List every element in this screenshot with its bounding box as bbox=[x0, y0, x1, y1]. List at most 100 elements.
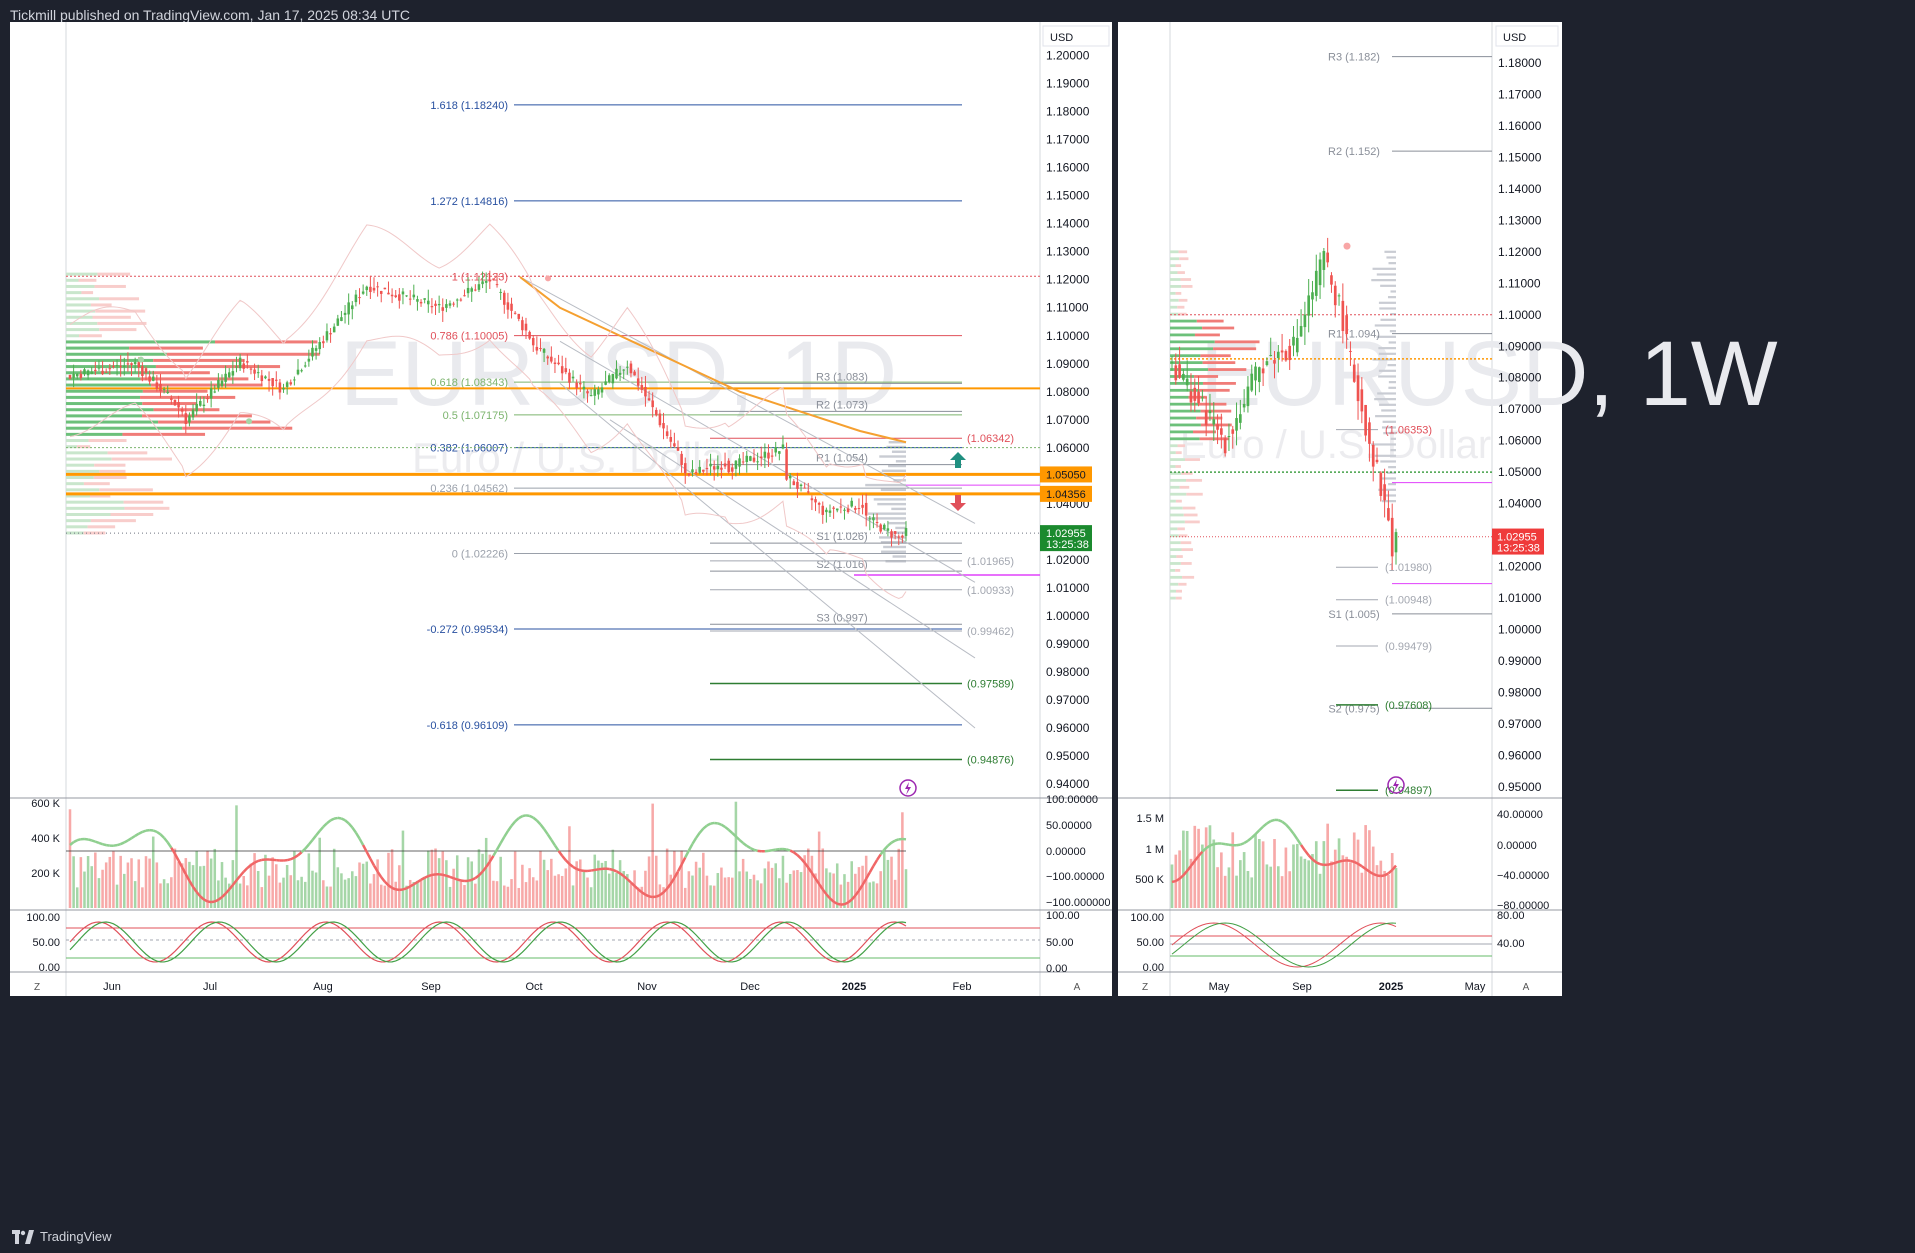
weekly-volume-profile-bar bbox=[1177, 305, 1185, 309]
tradingview-logo[interactable]: TradingView bbox=[12, 1229, 112, 1244]
weekly-volume-profile-bar bbox=[1170, 312, 1179, 316]
daily-candle-body bbox=[358, 297, 361, 299]
weekly-volume-profile-bar bbox=[1170, 541, 1181, 545]
daily-volume-profile-bar bbox=[66, 383, 152, 387]
weekly-session-profile-bar bbox=[1378, 375, 1396, 378]
weekly-volume-profile-bar bbox=[1170, 250, 1179, 254]
daily-volume-bar bbox=[246, 885, 249, 908]
weekly-volume-tick: 1.5 M bbox=[1136, 813, 1164, 825]
daily-candle-body bbox=[636, 378, 640, 386]
daily-volume-profile-bar bbox=[129, 346, 203, 350]
footer-bar: TradingView bbox=[0, 1222, 1915, 1253]
daily-volume-bar bbox=[398, 865, 401, 908]
weekly-candle-body bbox=[1284, 351, 1288, 361]
daily-candle-body bbox=[441, 307, 445, 311]
daily-candle-body bbox=[640, 385, 644, 390]
daily-candle-body bbox=[151, 376, 155, 381]
daily-volume-profile-bar bbox=[93, 476, 127, 480]
daily-volume-bar bbox=[235, 805, 238, 908]
daily-volume-bar bbox=[463, 885, 466, 908]
daily-cci-line bbox=[850, 894, 857, 901]
weekly-target-label: (1.00948) bbox=[1385, 595, 1432, 607]
daily-volume-bar bbox=[199, 866, 202, 908]
daily-volume-bar bbox=[752, 874, 756, 908]
weekly-volume-bar bbox=[1330, 861, 1333, 908]
daily-volume-bar bbox=[680, 850, 683, 908]
daily-volume-bar bbox=[361, 863, 365, 908]
daily-cci-line bbox=[130, 834, 136, 840]
daily-candle-body bbox=[850, 500, 853, 507]
daily-price-tag bbox=[1040, 525, 1092, 552]
weekly-volume-profile-bar bbox=[1181, 472, 1193, 475]
daily-volume-bar bbox=[445, 860, 448, 908]
weekly-volume-profile-bar bbox=[1170, 589, 1176, 593]
daily-fib-label: 1.618 (1.18240) bbox=[430, 100, 508, 112]
daily-osc-tick-right: 100.00 bbox=[1046, 910, 1080, 922]
daily-volume-profile-bar bbox=[66, 476, 94, 480]
daily-volume-bar bbox=[365, 861, 369, 908]
weekly-y-tick: 0.96000 bbox=[1498, 749, 1542, 763]
weekly-cci-line bbox=[1171, 879, 1177, 884]
daily-x-label: Aug bbox=[313, 981, 333, 993]
weekly-candle-body bbox=[1193, 387, 1197, 401]
daily-candle-body bbox=[535, 346, 539, 351]
daily-x-label: Jun bbox=[103, 981, 121, 993]
weekly-candle-body bbox=[1254, 366, 1257, 381]
daily-volume-bar bbox=[886, 859, 890, 908]
weekly-currency-label: USD bbox=[1503, 32, 1526, 44]
daily-cci-line bbox=[843, 901, 849, 906]
daily-candle-body bbox=[369, 286, 372, 293]
daily-x-label: Sep bbox=[421, 981, 441, 993]
daily-volume-bar bbox=[597, 860, 600, 908]
weekly-volume-profile-bar bbox=[1170, 451, 1176, 455]
daily-osc-tick-left: 50.00 bbox=[32, 937, 60, 949]
daily-fib-label: 0.382 (1.06007) bbox=[430, 443, 508, 455]
weekly-y-tick: 1.11000 bbox=[1498, 276, 1541, 290]
daily-cci-line bbox=[702, 824, 708, 830]
weekly-y-tick: 0.98000 bbox=[1498, 686, 1542, 700]
daily-cci-line bbox=[315, 830, 321, 837]
daily-candle-body bbox=[184, 413, 188, 424]
daily-panel-bg bbox=[10, 22, 1112, 996]
weekly-volume-profile-bar bbox=[1178, 312, 1187, 316]
daily-cci-line bbox=[894, 838, 900, 842]
daily-volume-bar bbox=[144, 856, 148, 908]
daily-candle-body bbox=[72, 373, 75, 378]
daily-volume-bar bbox=[104, 862, 108, 908]
daily-cci-line bbox=[522, 814, 527, 818]
daily-session-profile-bar bbox=[895, 526, 906, 530]
weekly-cci-line bbox=[1288, 827, 1295, 835]
daily-cci-line bbox=[506, 825, 513, 832]
daily-volume-bar bbox=[474, 883, 477, 908]
daily-candle-body bbox=[633, 371, 636, 376]
daily-candle-body bbox=[839, 506, 843, 508]
daily-cci-line bbox=[793, 851, 799, 857]
daily-candle-body bbox=[571, 376, 575, 379]
daily-cci-line bbox=[152, 829, 158, 834]
daily-candle-body bbox=[303, 365, 307, 367]
daily-volume-profile-bar bbox=[153, 408, 220, 412]
daily-volume-bar bbox=[267, 875, 271, 908]
daily-candle-body bbox=[477, 284, 481, 290]
daily-volume-bar bbox=[756, 880, 759, 908]
weekly-y-tick: 1.06000 bbox=[1498, 434, 1542, 448]
daily-cci-line bbox=[344, 819, 350, 825]
daily-volume-profile-bar bbox=[66, 346, 130, 350]
weekly-price-tag-text: 1.02955 bbox=[1497, 532, 1537, 544]
daily-candle-body bbox=[593, 389, 597, 396]
weekly-volume-profile-bar bbox=[1184, 520, 1200, 524]
daily-candle-body bbox=[575, 382, 578, 389]
weekly-pivot-label: S2 (0.975) bbox=[1328, 703, 1379, 715]
daily-cci-line bbox=[214, 898, 219, 903]
daily-volume-bar bbox=[723, 877, 727, 908]
daily-cci-line bbox=[641, 891, 647, 896]
daily-fib-label: 0.786 (1.10005) bbox=[430, 331, 508, 343]
daily-pivot-label: R2 (1.073) bbox=[816, 399, 868, 411]
daily-cci-line bbox=[246, 864, 252, 870]
weekly-session-profile-bar bbox=[1378, 347, 1396, 350]
daily-volume-profile-bar bbox=[78, 334, 102, 338]
tradingview-brand: TradingView bbox=[40, 1229, 112, 1244]
daily-candle-body bbox=[379, 290, 383, 294]
weekly-cci-line bbox=[1239, 841, 1245, 846]
